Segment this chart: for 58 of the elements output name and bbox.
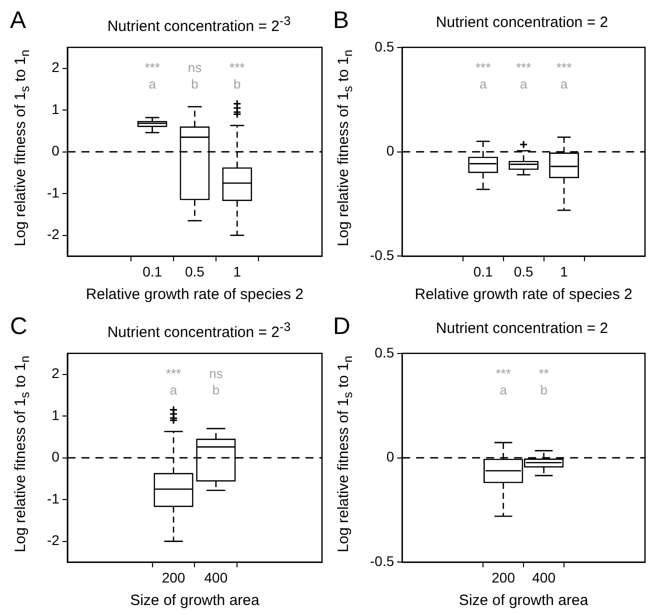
y-tick-label: -2 (46, 226, 60, 242)
annotation: b (234, 76, 241, 92)
annotation: b (212, 382, 220, 398)
annotation: a (148, 76, 157, 92)
annotation: a (479, 76, 488, 92)
x-tick-label: 1 (560, 263, 568, 280)
x-tick-label: 0.5 (184, 263, 205, 280)
y-tick-label: -2 (46, 532, 60, 548)
y-tick-label: -0.5 (370, 553, 394, 570)
x-axis-title: Size of growth area (130, 592, 260, 610)
annotation: *** (166, 366, 182, 381)
chart-title: Nutrient concentration = 2 (434, 14, 610, 31)
annotation: *** (496, 366, 511, 381)
x-axis-title: Size of growth area (458, 592, 589, 610)
annotation: *** (230, 60, 245, 75)
x-axis-title: Relative growth rate of species 2 (86, 286, 304, 304)
y-tick-label: 2 (52, 365, 60, 382)
x-tick-label: 0.5 (514, 263, 534, 280)
x-tick-label: 400 (204, 569, 228, 586)
x-tick-label: 200 (492, 569, 516, 586)
annotation: b (540, 382, 548, 398)
x-axis-title: Relative growth rate of species 2 (414, 286, 632, 304)
x-tick-label: 0.1 (473, 263, 494, 280)
annotation: ns (209, 366, 224, 381)
y-tick-label: 2 (52, 59, 60, 76)
y-tick-label: 0 (386, 142, 394, 159)
annotation: b (191, 76, 198, 92)
x-tick-label: 1 (233, 263, 242, 280)
annotation: *** (556, 60, 572, 75)
annotation: *** (144, 60, 160, 75)
annotation: ns (188, 60, 202, 75)
annotation: a (170, 382, 178, 398)
annotation: a (520, 76, 528, 92)
y-tick-label: -0.5 (370, 247, 394, 264)
y-tick-label: 0 (386, 448, 394, 465)
text: A (10, 7, 26, 34)
y-tick-label: 1 (52, 100, 60, 117)
annotation: *** (475, 60, 491, 75)
x-tick-label: 200 (162, 569, 186, 586)
annotation: ** (538, 366, 549, 381)
annotation: a (500, 382, 508, 398)
chart-title: Nutrient concentration = 2$^{-3}$ (106, 320, 292, 341)
y-tick-label: 0 (52, 142, 60, 159)
annotation: *** (516, 60, 532, 75)
text: D (333, 313, 350, 340)
y-tick-label: 1 (52, 406, 60, 423)
x-tick-label: 400 (532, 569, 556, 586)
text: B (333, 7, 350, 34)
y-tick-label: -1 (46, 184, 60, 200)
y-tick-label: 0.5 (374, 38, 394, 54)
y-tick-label: -1 (46, 490, 60, 506)
y-tick-label: 0 (52, 448, 60, 465)
chart-title: Nutrient concentration = 2$^{-3}$ (106, 14, 292, 35)
y-tick-label: 0.5 (374, 344, 394, 360)
x-tick-label: 0.1 (142, 263, 162, 280)
annotation: a (560, 76, 568, 92)
chart-title: Nutrient concentration = 2 (434, 320, 610, 337)
text: C (10, 313, 28, 340)
